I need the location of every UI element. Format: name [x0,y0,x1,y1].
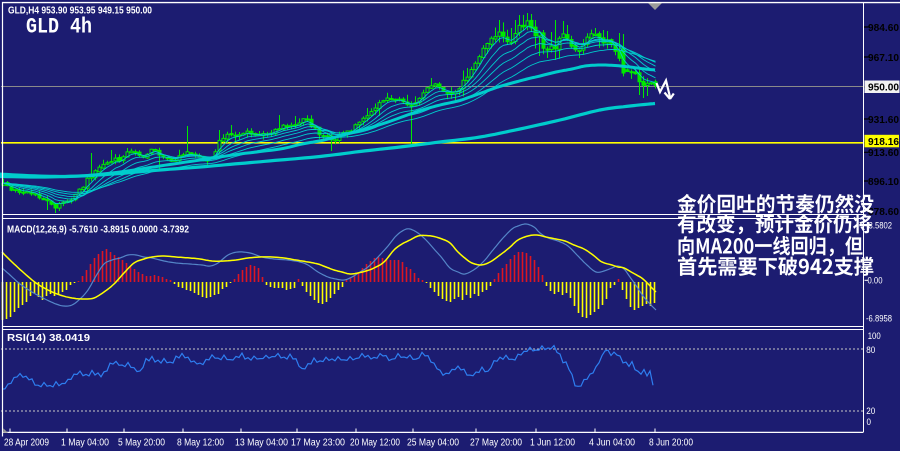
svg-text:27 May 20:00: 27 May 20:00 [470,438,522,449]
svg-text:-3.5802: -3.5802 [866,221,892,232]
svg-text:0.00: 0.00 [868,276,883,287]
svg-text:MACD(12,26,9) -5.7610 -3.8915: MACD(12,26,9) -5.7610 -3.8915 0.0000 -3.… [7,225,189,236]
svg-text:4 Jun 04:00: 4 Jun 04:00 [589,438,635,449]
svg-text:1 May 04:00: 1 May 04:00 [61,438,109,449]
svg-text:0: 0 [867,417,872,428]
svg-text:918.16: 918.16 [868,136,899,148]
svg-text:20 May 12:00: 20 May 12:00 [350,438,400,449]
svg-text:967.10: 967.10 [868,52,899,64]
svg-text:1 Jun 12:00: 1 Jun 12:00 [530,438,575,449]
svg-text:28 Apr 2009: 28 Apr 2009 [4,438,49,449]
svg-text:913.60: 913.60 [868,147,899,159]
svg-text:950.00: 950.00 [868,82,899,94]
svg-text:-6.8958: -6.8958 [866,314,892,325]
svg-text:5 May 20:00: 5 May 20:00 [118,438,165,449]
svg-text:8 Jun 20:00: 8 Jun 20:00 [649,438,693,449]
svg-text:GLD 4h: GLD 4h [26,15,92,40]
svg-text:GLD,H4 953.90 953.95 949.15 95: GLD,H4 953.90 953.95 949.15 950.00 [8,5,152,17]
svg-text:896.10: 896.10 [868,176,899,188]
svg-text:25 May 04:00: 25 May 04:00 [407,438,459,449]
svg-text:931.60: 931.60 [868,114,899,126]
svg-text:13 May 04:00: 13 May 04:00 [235,438,288,449]
svg-text:878.60: 878.60 [868,206,899,218]
svg-text:100: 100 [868,331,881,342]
svg-text:20: 20 [866,406,875,417]
svg-text:984.60: 984.60 [868,22,899,34]
svg-text:17 May 23:00: 17 May 23:00 [291,438,345,449]
svg-text:RSI(14) 38.0419: RSI(14) 38.0419 [7,333,90,344]
svg-text:8 May 12:00: 8 May 12:00 [177,438,224,449]
svg-text:80: 80 [866,345,875,356]
